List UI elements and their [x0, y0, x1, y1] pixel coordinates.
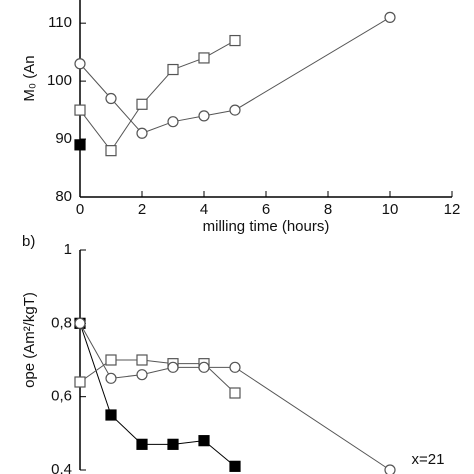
point	[105, 92, 117, 105]
plot-area	[74, 11, 396, 157]
point	[74, 139, 86, 151]
point	[105, 145, 117, 157]
y-axis-label: ope (Am²/kgT)	[21, 292, 38, 388]
point	[198, 435, 210, 447]
plot-area	[74, 317, 396, 474]
point	[229, 361, 241, 373]
point	[136, 438, 148, 450]
point	[167, 116, 179, 128]
y-tick-label: 90	[55, 130, 72, 147]
y-tick-label: 100	[47, 72, 72, 89]
x-tick-label: 12	[444, 201, 461, 218]
x-tick-label: 0	[76, 201, 84, 218]
panel-label: b)	[22, 233, 35, 250]
x-tick-label: 4	[200, 201, 208, 218]
point	[229, 104, 241, 116]
point	[167, 438, 179, 450]
y-tick-label: 80	[55, 188, 72, 205]
x-tick-label: 2	[138, 201, 146, 218]
point	[136, 98, 148, 110]
series-line	[79, 40, 236, 152]
point	[105, 354, 117, 366]
point	[105, 409, 117, 421]
point	[74, 58, 86, 70]
annotation: x=21	[412, 451, 445, 468]
point	[74, 317, 86, 329]
point	[198, 110, 210, 122]
x-axis-label: milling time (hours)	[203, 218, 330, 235]
point	[105, 372, 117, 384]
y-tick-label: 0,4	[51, 461, 72, 474]
x-tick-label: 6	[262, 201, 270, 218]
point	[384, 11, 396, 23]
x-tick-label: 8	[324, 201, 332, 218]
point	[384, 464, 396, 474]
series-line	[79, 16, 391, 134]
y-tick-label: 0,6	[51, 388, 72, 405]
x-tick-label: 10	[382, 201, 399, 218]
point	[167, 361, 179, 373]
point	[229, 34, 241, 47]
point	[229, 387, 241, 399]
y-tick-label: 1	[64, 241, 72, 258]
y-axis-label: M₀ (An	[21, 55, 38, 101]
y-tick-label: 110	[48, 14, 72, 31]
point	[136, 127, 148, 139]
point	[167, 63, 179, 76]
point	[198, 52, 210, 64]
point	[198, 361, 210, 373]
point	[136, 369, 148, 381]
y-tick-label: 0,8	[51, 314, 72, 331]
series-line	[79, 323, 236, 467]
point	[74, 104, 86, 116]
point	[229, 460, 241, 472]
point	[136, 354, 148, 366]
point	[74, 376, 86, 388]
